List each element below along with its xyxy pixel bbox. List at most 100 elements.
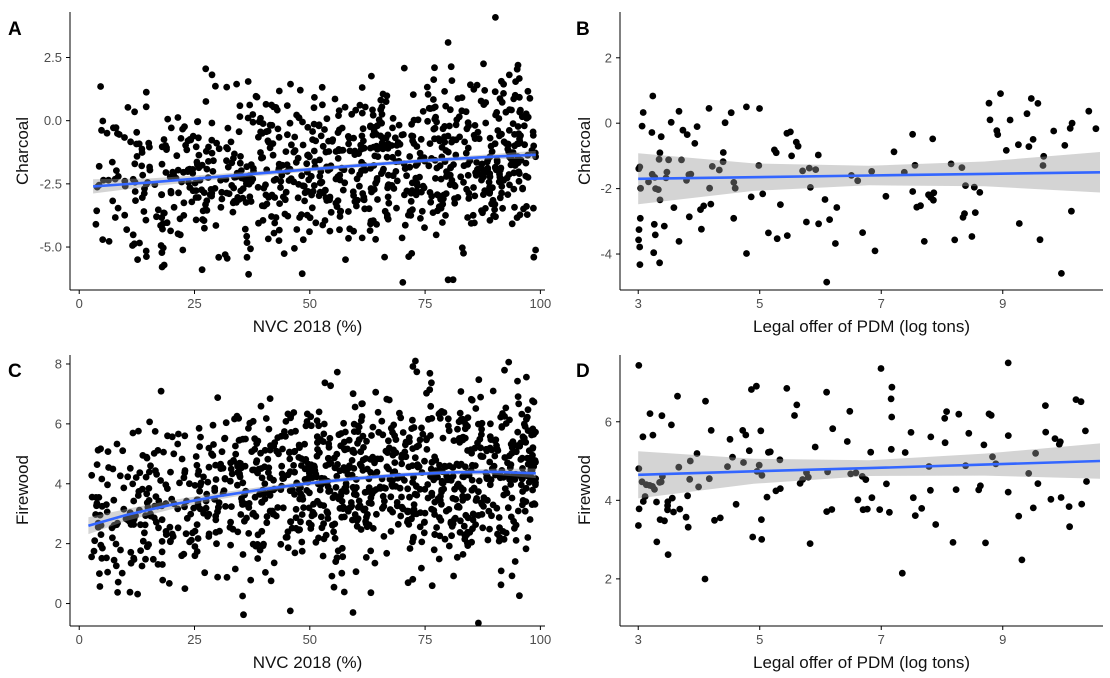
data-point xyxy=(788,152,795,160)
data-point xyxy=(650,220,658,228)
data-point xyxy=(668,421,675,429)
data-point xyxy=(97,83,104,90)
data-point xyxy=(399,279,407,286)
data-point xyxy=(208,192,216,200)
x-tick-label: 100 xyxy=(530,296,552,311)
data-point xyxy=(382,98,390,105)
data-point xyxy=(755,162,763,169)
data-point xyxy=(330,528,337,536)
data-point xyxy=(227,541,235,549)
data-point xyxy=(509,472,517,480)
data-point xyxy=(363,437,370,445)
data-point xyxy=(274,504,282,511)
data-point xyxy=(159,244,167,252)
data-point xyxy=(126,464,134,472)
data-point xyxy=(245,180,253,188)
data-point xyxy=(331,95,339,103)
data-point xyxy=(298,538,306,546)
data-point xyxy=(858,473,866,480)
data-point xyxy=(132,474,140,481)
data-point xyxy=(167,227,175,235)
data-point xyxy=(340,419,347,427)
data-point xyxy=(253,93,261,101)
data-point xyxy=(315,534,322,542)
data-point xyxy=(378,110,386,118)
data-point xyxy=(516,592,523,600)
data-point xyxy=(284,131,291,139)
data-point xyxy=(274,125,282,133)
data-point xyxy=(195,151,203,159)
data-point xyxy=(160,261,168,269)
data-point xyxy=(450,161,457,169)
data-point xyxy=(497,581,505,589)
data-point xyxy=(301,197,308,205)
data-point xyxy=(259,542,267,550)
data-point xyxy=(259,120,267,127)
data-point xyxy=(212,512,220,520)
data-point xyxy=(444,39,452,46)
data-point xyxy=(284,544,292,552)
data-point xyxy=(350,428,358,435)
data-point xyxy=(444,415,452,423)
data-point xyxy=(413,462,421,469)
data-point xyxy=(279,161,286,169)
data-point xyxy=(257,114,264,122)
data-point xyxy=(109,465,117,473)
x-tick-label: 9 xyxy=(999,296,1006,311)
data-point xyxy=(199,216,207,223)
data-point xyxy=(499,176,507,184)
data-point xyxy=(458,244,466,252)
y-tick-label: -2 xyxy=(600,181,612,196)
data-point xyxy=(442,102,450,110)
data-point xyxy=(321,379,329,387)
data-point xyxy=(200,189,208,197)
data-point xyxy=(382,485,389,492)
data-point xyxy=(367,144,374,152)
data-point xyxy=(357,417,365,424)
data-point xyxy=(158,191,166,199)
data-point xyxy=(212,476,220,483)
data-point xyxy=(240,611,247,619)
data-point xyxy=(514,428,522,436)
data-point xyxy=(519,501,526,509)
data-point xyxy=(287,175,295,183)
data-point xyxy=(174,524,182,532)
data-point xyxy=(508,572,516,580)
data-point xyxy=(523,413,531,421)
data-point xyxy=(471,219,478,227)
data-point xyxy=(379,504,386,512)
data-point xyxy=(381,207,389,215)
data-point xyxy=(497,567,505,575)
data-point xyxy=(670,204,678,212)
data-point xyxy=(328,572,336,580)
data-point xyxy=(506,416,513,424)
data-point xyxy=(327,382,334,390)
data-point xyxy=(269,140,277,148)
data-point xyxy=(920,238,928,245)
data-point xyxy=(239,551,247,558)
data-point xyxy=(384,193,392,201)
data-point xyxy=(114,589,121,596)
data-point xyxy=(949,539,957,546)
data-point xyxy=(993,127,1001,135)
data-point xyxy=(515,170,523,178)
data-point xyxy=(215,145,223,153)
data-point xyxy=(504,504,512,512)
data-point xyxy=(197,481,204,489)
data-point xyxy=(351,511,359,518)
data-point xyxy=(160,209,168,217)
data-point xyxy=(517,481,525,489)
data-point xyxy=(464,119,472,126)
data-point xyxy=(474,165,481,173)
data-point xyxy=(847,470,855,478)
data-point xyxy=(322,531,330,539)
data-point xyxy=(443,168,450,176)
data-point xyxy=(406,153,414,160)
data-point xyxy=(758,536,766,543)
data-point xyxy=(462,108,470,116)
data-point xyxy=(515,400,523,408)
data-point xyxy=(124,473,132,481)
data-point xyxy=(431,511,438,518)
data-point xyxy=(419,108,427,115)
data-point xyxy=(152,493,160,500)
